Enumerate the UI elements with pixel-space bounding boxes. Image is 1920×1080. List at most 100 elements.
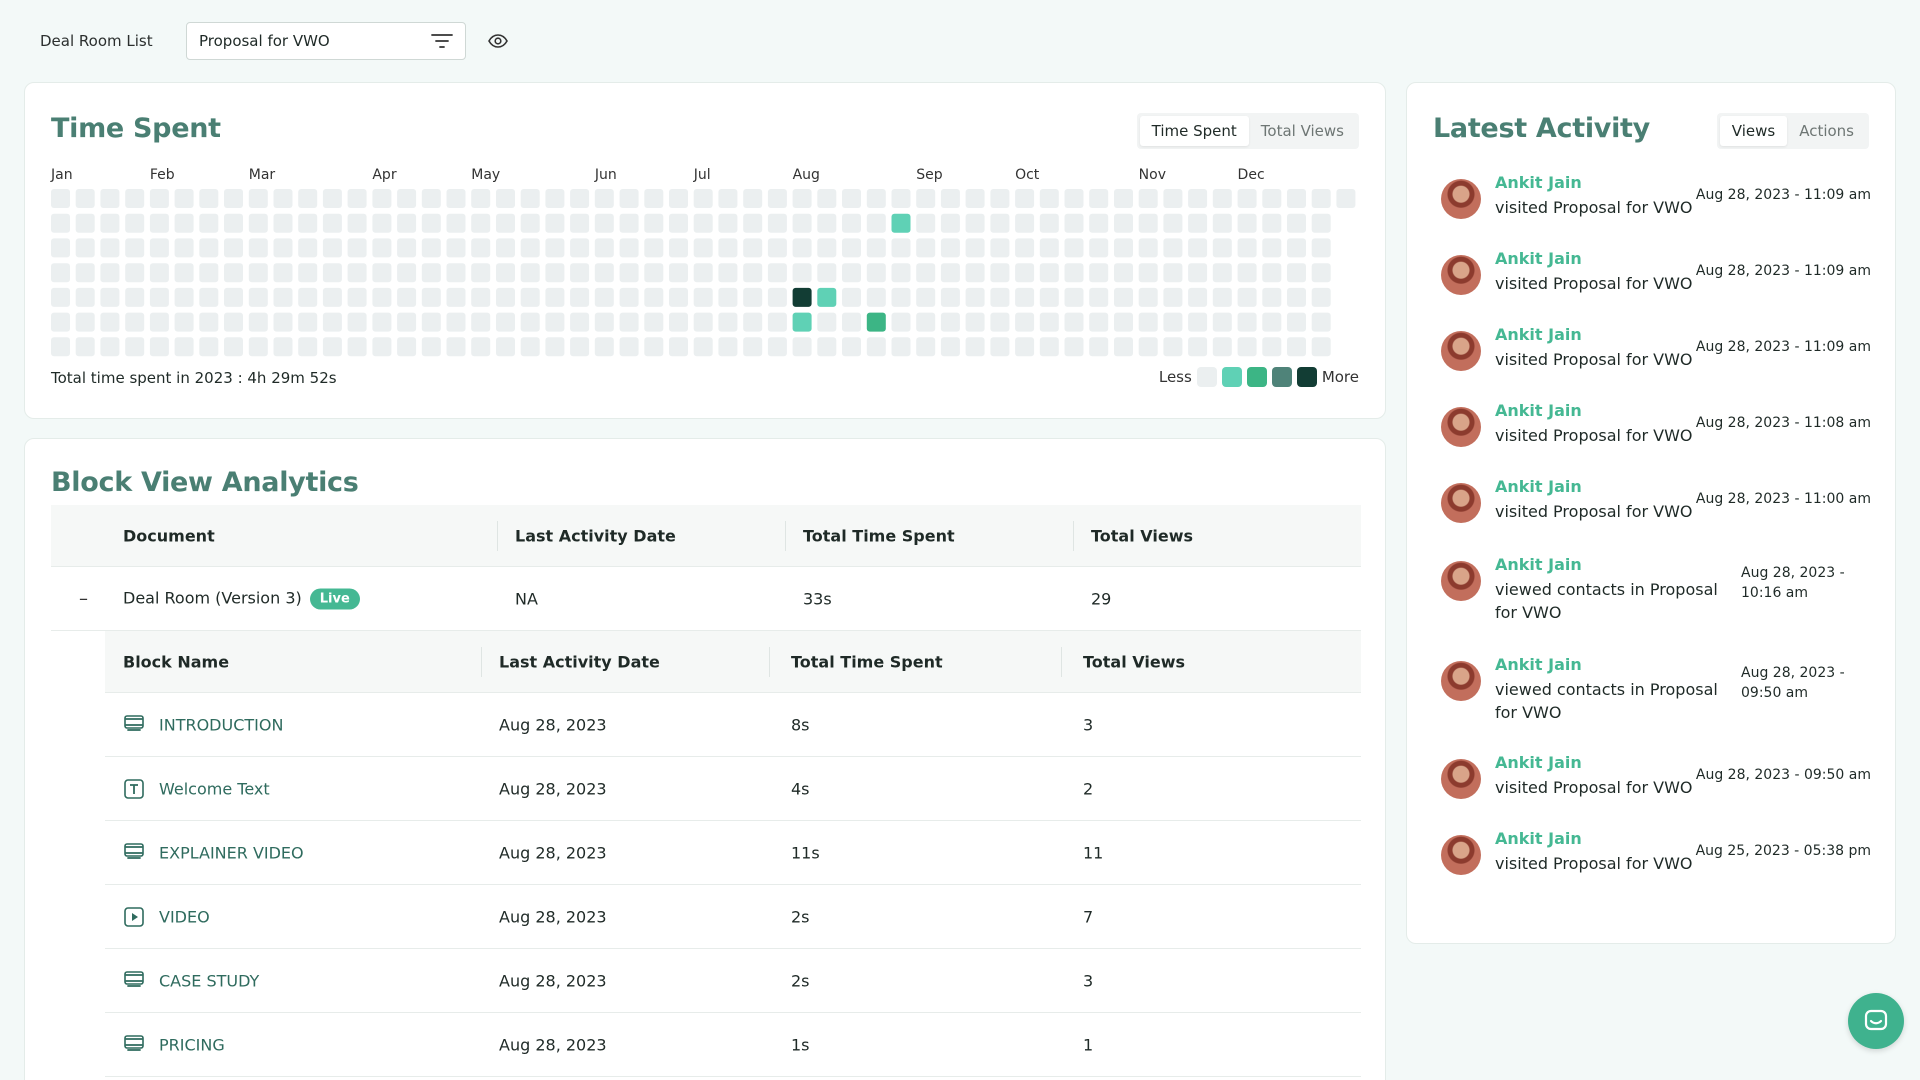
heatmap-cell[interactable] xyxy=(1138,263,1158,283)
heatmap-cell[interactable] xyxy=(125,287,145,307)
activity-user-name[interactable]: Ankit Jain xyxy=(1495,173,1582,192)
heatmap-cell[interactable] xyxy=(421,337,441,357)
activity-user-name[interactable]: Ankit Jain xyxy=(1495,555,1582,574)
heatmap-cell[interactable] xyxy=(100,213,120,233)
heatmap-cell[interactable] xyxy=(496,337,515,357)
heatmap-cell[interactable] xyxy=(891,238,911,258)
heatmap-cell[interactable] xyxy=(644,189,664,208)
heatmap-cell[interactable] xyxy=(1212,238,1232,258)
heatmap-cell[interactable] xyxy=(397,263,417,283)
heatmap-cell[interactable] xyxy=(1287,312,1306,332)
block-name[interactable]: INTRODUCTION xyxy=(159,715,284,734)
heatmap-cell[interactable] xyxy=(570,287,590,307)
heatmap-cell[interactable] xyxy=(322,337,342,357)
heatmap-cell[interactable] xyxy=(471,189,491,208)
heatmap-cell[interactable] xyxy=(693,287,713,307)
heatmap-cell[interactable] xyxy=(149,189,169,208)
heatmap-cell[interactable] xyxy=(866,189,886,208)
heatmap-cell[interactable] xyxy=(224,189,243,208)
heatmap-cell[interactable] xyxy=(298,287,318,307)
heatmap-cell[interactable] xyxy=(1114,337,1133,357)
heatmap-cell[interactable] xyxy=(347,189,367,208)
heatmap-cell[interactable] xyxy=(743,263,763,283)
heatmap-cell[interactable] xyxy=(421,263,441,283)
block-name[interactable]: Welcome Text xyxy=(159,779,270,798)
heatmap-cell[interactable] xyxy=(1089,238,1109,258)
heatmap-cell[interactable] xyxy=(1064,312,1084,332)
heatmap-cell[interactable] xyxy=(1311,337,1331,357)
heatmap-cell[interactable] xyxy=(1262,263,1282,283)
heatmap-cell[interactable] xyxy=(916,213,936,233)
heatmap-cell[interactable] xyxy=(174,189,194,208)
table-row[interactable]: CASE STUDY Aug 28, 2023 2s 3 xyxy=(105,949,1361,1013)
heatmap-cell[interactable] xyxy=(1015,263,1035,283)
heatmap-cell[interactable] xyxy=(520,312,540,332)
heatmap-cell[interactable] xyxy=(397,312,417,332)
table-row[interactable]: INTRODUCTION Aug 28, 2023 8s 3 xyxy=(105,693,1361,757)
heatmap-cell[interactable] xyxy=(496,287,515,307)
heatmap-cell[interactable] xyxy=(496,189,515,208)
heatmap-cell[interactable] xyxy=(1089,189,1109,208)
heatmap-cell[interactable] xyxy=(471,263,491,283)
heatmap-cell[interactable] xyxy=(693,337,713,357)
heatmap-cell[interactable] xyxy=(990,287,1010,307)
heatmap-cell[interactable] xyxy=(545,287,565,307)
heatmap-cell[interactable] xyxy=(421,238,441,258)
heatmap-cell[interactable] xyxy=(174,263,194,283)
heatmap-cell[interactable] xyxy=(1237,263,1257,283)
heatmap-cell[interactable] xyxy=(594,337,614,357)
heatmap-cell[interactable] xyxy=(199,287,219,307)
heatmap-cell[interactable] xyxy=(1039,287,1059,307)
heatmap-cell[interactable] xyxy=(1114,263,1133,283)
heatmap-cell[interactable] xyxy=(1089,263,1109,283)
heatmap-cell[interactable] xyxy=(446,213,466,233)
heatmap-cell[interactable] xyxy=(1064,238,1084,258)
heatmap-cell[interactable] xyxy=(1039,238,1059,258)
heatmap-cell[interactable] xyxy=(1039,337,1059,357)
heatmap-cell[interactable] xyxy=(1262,312,1282,332)
heatmap-cell[interactable] xyxy=(224,287,243,307)
heatmap-cell[interactable] xyxy=(1138,312,1158,332)
heatmap-cell[interactable] xyxy=(1064,189,1084,208)
heatmap-cell[interactable] xyxy=(273,312,293,332)
heatmap-cell[interactable] xyxy=(446,238,466,258)
heatmap-cell[interactable] xyxy=(322,189,342,208)
heatmap-cell[interactable] xyxy=(916,287,936,307)
heatmap-cell[interactable] xyxy=(594,312,614,332)
heatmap-cell[interactable] xyxy=(347,312,367,332)
heatmap-cell[interactable] xyxy=(669,312,688,332)
heatmap-cell[interactable] xyxy=(594,189,614,208)
heatmap-cell[interactable] xyxy=(767,312,787,332)
heatmap-cell[interactable] xyxy=(347,213,367,233)
heatmap-cell[interactable] xyxy=(669,287,688,307)
heatmap-cell[interactable] xyxy=(100,238,120,258)
heatmap-cell[interactable] xyxy=(693,312,713,332)
heatmap-cell[interactable] xyxy=(817,263,837,283)
heatmap-cell[interactable] xyxy=(619,287,639,307)
heatmap-cell[interactable] xyxy=(594,263,614,283)
heatmap-cell[interactable] xyxy=(1163,337,1183,357)
heatmap-cell[interactable] xyxy=(224,238,243,258)
heatmap-cell[interactable] xyxy=(1262,238,1282,258)
heatmap-cell[interactable] xyxy=(545,337,565,357)
heatmap-cell[interactable] xyxy=(1015,238,1035,258)
tab-actions[interactable]: Actions xyxy=(1799,122,1854,140)
heatmap-cell[interactable] xyxy=(842,287,861,307)
deal-room-select[interactable]: Proposal for VWO xyxy=(186,22,466,60)
heatmap-cell[interactable] xyxy=(965,213,985,233)
heatmap-cell[interactable] xyxy=(273,213,293,233)
heatmap-cell[interactable] xyxy=(545,189,565,208)
heatmap-cell[interactable] xyxy=(891,312,911,332)
heatmap-cell[interactable] xyxy=(51,312,70,332)
heatmap-cell[interactable] xyxy=(347,287,367,307)
heatmap-cell[interactable] xyxy=(940,287,960,307)
heatmap-cell[interactable] xyxy=(965,189,985,208)
heatmap-cell[interactable] xyxy=(149,263,169,283)
heatmap-cell[interactable] xyxy=(298,337,318,357)
heatmap-cell[interactable] xyxy=(298,189,318,208)
activity-user-name[interactable]: Ankit Jain xyxy=(1495,753,1582,772)
heatmap-cell[interactable] xyxy=(273,263,293,283)
heatmap-cell[interactable] xyxy=(1015,189,1035,208)
heatmap-cell[interactable] xyxy=(594,287,614,307)
heatmap-cell[interactable] xyxy=(75,213,95,233)
